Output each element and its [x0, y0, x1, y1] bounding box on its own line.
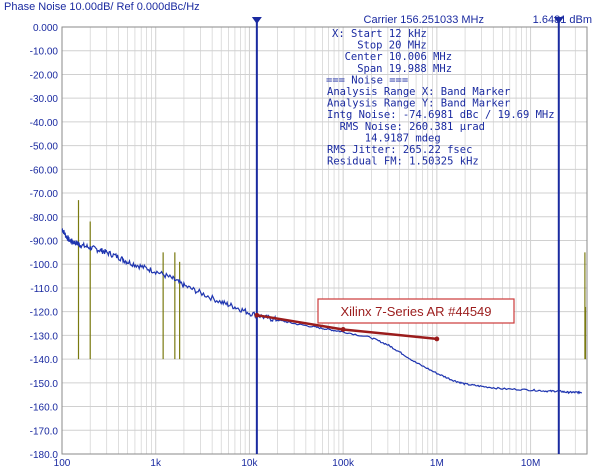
y-tick-label: -90.00	[30, 237, 59, 248]
x-tick-label: 10M	[521, 458, 540, 469]
info-line: RMS Noise: 260.381 µrad	[340, 121, 485, 133]
x-tick-label: 10k	[241, 458, 258, 469]
y-tick-label: -150.0	[30, 379, 59, 390]
info-line: === Noise ===	[326, 74, 408, 86]
annotation: Xilinx 7-Series AR #44549	[254, 298, 515, 342]
annotation-point	[434, 336, 440, 342]
noise-trace-line	[61, 228, 583, 395]
annotation-box	[317, 298, 515, 324]
y-tick-label: -60.00	[30, 165, 59, 176]
axes: 0.000 -10.00 -20.00 -30.00 -40.00 -50.00 -60.0…	[30, 23, 588, 469]
y-tick-label: -180.0	[30, 450, 59, 461]
x-tick-label: 100k	[332, 458, 355, 469]
info-line: Stop 20 MHz	[357, 40, 427, 52]
carrier-power: 1.6481 dBm	[533, 14, 592, 26]
band-markers[interactable]	[251, 17, 564, 454]
x-tick-label: 100	[54, 458, 71, 469]
annotation-label: Xilinx 7-Series AR #44549	[340, 304, 491, 319]
info-line: 14.9187 mdeg	[365, 132, 441, 144]
y-tick-label: -20.00	[30, 70, 59, 81]
y-tick-label: -50.00	[30, 142, 59, 153]
info-line: Intg Noise: -74.6981 dBc / 19.69 MHz	[327, 109, 555, 121]
y-tick-label: -100.0	[30, 260, 59, 271]
y-tick-label: -170.0	[30, 426, 59, 437]
carrier-frequency: Carrier 156.251033 MHz	[364, 14, 484, 26]
y-tick-label: -110.0	[30, 284, 58, 295]
chart-title: Phase Noise 10.00dB/ Ref 0.000dBc/Hz	[4, 1, 200, 13]
y-tick-label: 0.000	[33, 23, 58, 34]
y-tick-label: -160.0	[30, 403, 59, 414]
band-marker-flag	[553, 17, 564, 24]
annotation-point	[340, 327, 346, 332]
noise-trace	[61, 200, 587, 395]
info-line: RMS Jitter: 265.22 fsec	[327, 144, 472, 156]
band-marker-flag	[251, 17, 262, 24]
y-tick-label: -40.00	[30, 118, 59, 129]
y-tick-label: -30.00	[30, 94, 59, 105]
y-tick-label: -80.00	[30, 213, 59, 224]
annotation-point	[254, 312, 260, 318]
info-line: Residual FM: 1.50325 kHz	[327, 156, 479, 168]
plot-frame	[61, 26, 588, 455]
y-tick-label: -130.0	[30, 331, 59, 342]
info-line: Center 10.006 MHz	[345, 51, 452, 63]
info-line: Analysis Range Y: Band Marker	[327, 98, 510, 110]
y-tick-label: -10.00	[30, 47, 59, 58]
x-tick-label: 1k	[150, 458, 162, 469]
y-tick-label: -140.0	[30, 355, 59, 366]
y-tick-label: -70.00	[30, 189, 59, 200]
info-line: Analysis Range X: Band Marker	[327, 86, 510, 98]
info-line: X: Start 12 kHz	[332, 28, 427, 40]
x-tick-label: 1M	[430, 458, 444, 469]
info-line: Span 19.988 MHz	[357, 63, 452, 75]
y-tick-label: -120.0	[30, 308, 59, 319]
